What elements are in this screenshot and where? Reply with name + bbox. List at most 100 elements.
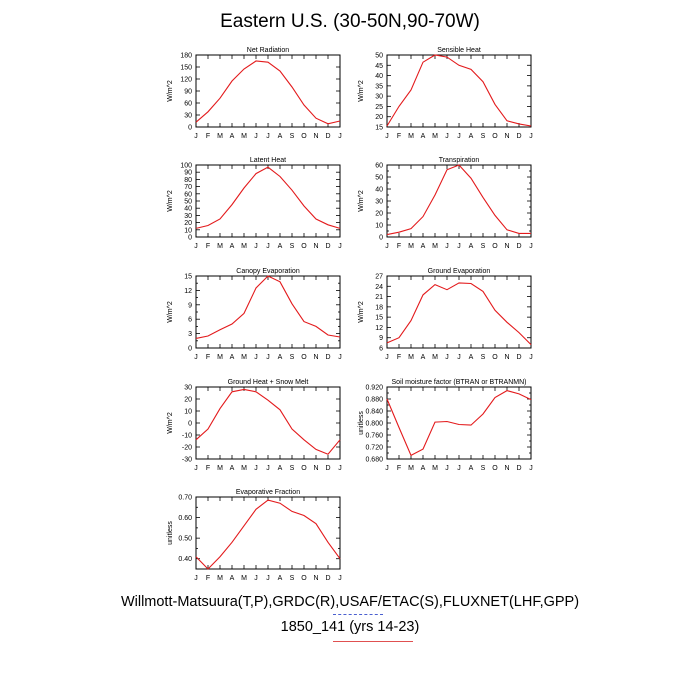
x-tick-label: S xyxy=(290,575,295,582)
x-tick-label: D xyxy=(516,465,521,472)
y-tick-label: 30 xyxy=(184,385,192,392)
x-tick-label: F xyxy=(206,354,210,361)
y-tick-label: 60 xyxy=(184,101,192,108)
x-tick-label: F xyxy=(206,465,210,472)
panel-title: Evaporative Fraction xyxy=(236,489,300,496)
plot-frame xyxy=(195,164,341,238)
x-tick-label: D xyxy=(325,133,330,140)
y-tick-label: 15 xyxy=(375,315,383,322)
x-tick-label: A xyxy=(469,354,474,361)
x-tick-label: D xyxy=(516,354,521,361)
x-tick-label: F xyxy=(397,243,401,250)
y-tick-label: 0.840 xyxy=(365,409,383,416)
y-tick-label: 0.60 xyxy=(178,515,192,522)
x-tick-label: D xyxy=(325,243,330,250)
x-tick-label: J xyxy=(254,133,258,140)
plot-frame xyxy=(386,275,532,349)
plot-frame xyxy=(386,386,532,460)
x-tick-label: O xyxy=(301,354,307,361)
series-line xyxy=(195,60,341,125)
y-tick-label: 27 xyxy=(375,274,383,281)
y-tick-label: 6 xyxy=(379,346,383,353)
y-tick-label: 60 xyxy=(375,163,383,170)
plot-frame xyxy=(195,275,341,349)
x-tick-label: M xyxy=(408,465,414,472)
x-tick-label: S xyxy=(481,465,486,472)
x-tick-label: A xyxy=(278,133,283,140)
x-tick-label: N xyxy=(313,243,318,250)
x-tick-label: A xyxy=(421,133,426,140)
x-tick-label: O xyxy=(492,465,498,472)
x-tick-label: M xyxy=(217,575,223,582)
data-sources: Willmott-Matsuura(T,P),GRDC(R),USAF/ETAC… xyxy=(120,594,580,610)
x-tick-label: O xyxy=(301,133,307,140)
y-tick-label: 0 xyxy=(188,125,192,132)
y-tick-label: 0.920 xyxy=(365,385,383,392)
y-tick-label: 30 xyxy=(375,94,383,101)
x-tick-label: M xyxy=(432,354,438,361)
y-axis-label: W/m^2 xyxy=(358,80,365,102)
x-tick-label: A xyxy=(469,465,474,472)
series-line xyxy=(195,166,341,229)
y-tick-label: 0.760 xyxy=(365,433,383,440)
x-tick-label: O xyxy=(492,354,498,361)
x-tick-label: F xyxy=(206,575,210,582)
x-tick-label: N xyxy=(504,243,509,250)
x-tick-label: N xyxy=(313,465,318,472)
x-tick-label: A xyxy=(469,133,474,140)
x-tick-label: J xyxy=(338,243,342,250)
x-tick-label: M xyxy=(217,354,223,361)
x-tick-label: D xyxy=(516,133,521,140)
x-tick-label: S xyxy=(290,354,295,361)
y-tick-label: 0 xyxy=(188,235,192,242)
x-tick-label: N xyxy=(504,133,509,140)
y-tick-label: 12 xyxy=(375,325,383,332)
y-tick-label: 25 xyxy=(375,104,383,111)
y-tick-label: 180 xyxy=(180,53,192,60)
x-tick-label: A xyxy=(278,465,283,472)
x-tick-label: F xyxy=(397,354,401,361)
y-tick-label: 6 xyxy=(188,317,192,324)
series-line xyxy=(195,499,341,570)
x-tick-label: J xyxy=(266,243,270,250)
x-tick-label: O xyxy=(492,133,498,140)
x-tick-label: A xyxy=(230,243,235,250)
y-tick-label: 70 xyxy=(184,184,192,191)
x-tick-label: O xyxy=(492,243,498,250)
x-tick-label: F xyxy=(206,133,210,140)
x-tick-label: S xyxy=(481,243,486,250)
y-tick-label: 21 xyxy=(375,294,383,301)
x-tick-label: J xyxy=(457,465,461,472)
case-underline xyxy=(333,641,413,642)
x-tick-label: M xyxy=(217,133,223,140)
y-tick-label: 0 xyxy=(188,421,192,428)
x-tick-label: M xyxy=(241,465,247,472)
x-tick-label: A xyxy=(421,243,426,250)
series-line xyxy=(195,388,341,455)
y-axis-label: unitless xyxy=(358,411,365,435)
y-axis-label: unitless xyxy=(167,521,174,545)
y-tick-label: 10 xyxy=(184,227,192,234)
plot-frame xyxy=(195,496,341,570)
page-title: Eastern U.S. (30-50N,90-70W) xyxy=(220,11,480,32)
x-tick-label: M xyxy=(241,133,247,140)
y-tick-label: 150 xyxy=(180,65,192,72)
y-tick-label: 40 xyxy=(184,206,192,213)
y-tick-label: 10 xyxy=(184,409,192,416)
y-tick-label: 30 xyxy=(184,113,192,120)
y-tick-label: 0.880 xyxy=(365,397,383,404)
y-tick-label: 24 xyxy=(375,284,383,291)
y-tick-label: 90 xyxy=(184,170,192,177)
y-tick-label: 80 xyxy=(184,177,192,184)
x-tick-label: A xyxy=(230,465,235,472)
x-tick-label: D xyxy=(516,243,521,250)
x-tick-label: J xyxy=(385,465,389,472)
y-axis-label: W/m^2 xyxy=(167,412,174,434)
panel-title: Ground Evaporation xyxy=(428,268,491,275)
x-tick-label: J xyxy=(254,575,258,582)
x-tick-label: J xyxy=(254,465,258,472)
x-tick-label: J xyxy=(194,354,198,361)
y-tick-label: -20 xyxy=(182,445,192,452)
chart-panel-9: J F M A M J J A S O N D J0.400.500.600.70Evaporative… xyxy=(167,489,342,582)
